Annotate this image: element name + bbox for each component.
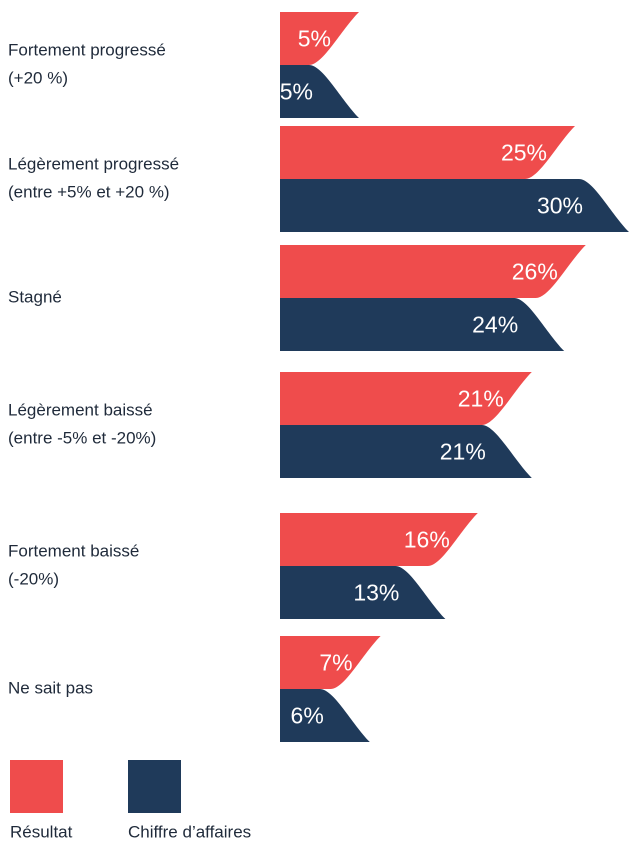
bar <box>280 126 575 179</box>
category-label: Stagné <box>8 287 62 306</box>
category-label: Ne sait pas <box>8 678 93 697</box>
value-label: 24% <box>472 312 518 338</box>
value-label: 26% <box>512 259 558 285</box>
category-label: Légèrement progressé <box>8 154 179 173</box>
legend-swatch <box>10 760 63 813</box>
bar <box>280 245 586 298</box>
category-label: (entre -5% et -20%) <box>8 428 156 447</box>
category-label: (-20%) <box>8 569 59 588</box>
value-label: 7% <box>319 650 352 676</box>
category-label: Légèrement baissé <box>8 400 153 419</box>
legend-label: Chiffre d’affaires <box>128 822 251 841</box>
value-label: 13% <box>353 580 399 606</box>
bar <box>280 65 359 118</box>
legend-label: Résultat <box>10 822 73 841</box>
value-label: 30% <box>537 193 583 219</box>
bar <box>280 566 446 619</box>
value-label: 16% <box>404 527 450 553</box>
bar <box>280 425 532 478</box>
value-label: 6% <box>291 703 324 729</box>
value-label: 21% <box>440 439 486 465</box>
bar <box>280 372 532 425</box>
bar <box>280 298 565 351</box>
category-label: (entre +5% et +20 %) <box>8 182 170 201</box>
bar <box>280 513 478 566</box>
category-label: Fortement baissé <box>8 541 139 560</box>
bar <box>280 179 629 232</box>
bar <box>280 689 370 742</box>
bar <box>280 12 359 65</box>
value-label: 5% <box>298 26 331 52</box>
value-label: 21% <box>458 386 504 412</box>
category-label: Fortement progressé <box>8 40 166 59</box>
value-label: 5% <box>280 79 313 105</box>
legend-swatch <box>128 760 181 813</box>
category-label: (+20 %) <box>8 68 68 87</box>
value-label: 25% <box>501 140 547 166</box>
bar <box>280 636 381 689</box>
